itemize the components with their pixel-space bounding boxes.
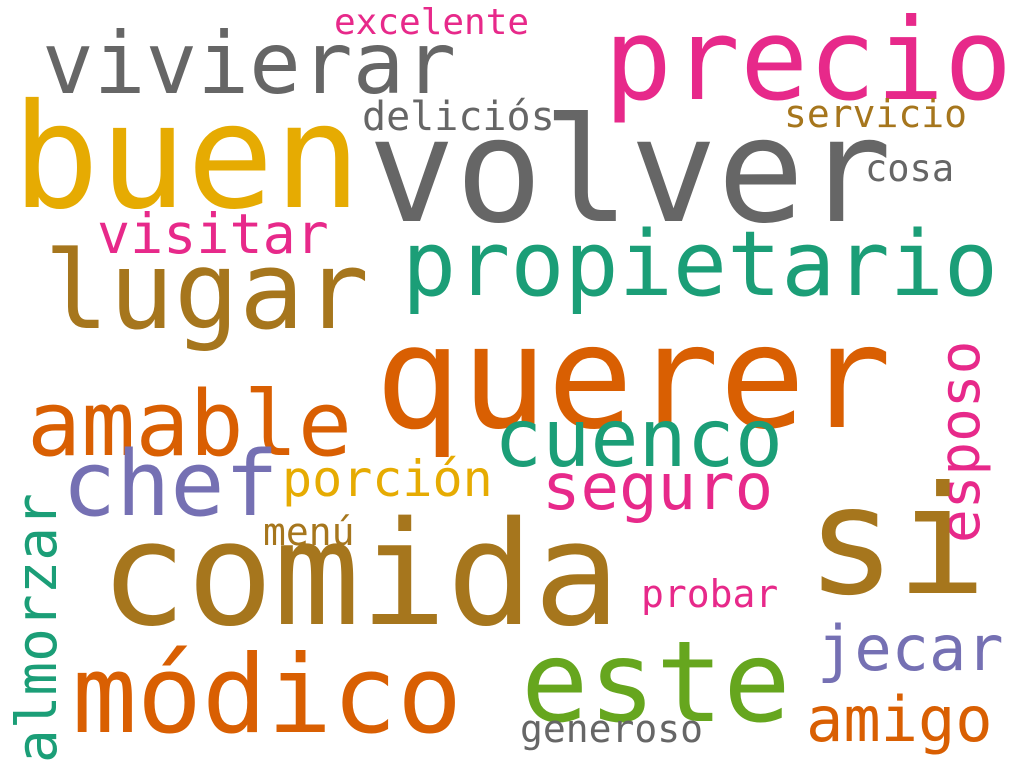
word-querer: querer — [375, 294, 892, 461]
word-buen: buen — [12, 73, 362, 242]
word-modico: módico — [72, 633, 463, 758]
word-excelente: excelente — [334, 2, 530, 43]
word-chef: chef — [62, 432, 279, 537]
word-visitar: visitar — [97, 202, 329, 266]
word-cosa: cosa — [865, 147, 955, 190]
word-lugar: lugar — [44, 229, 370, 354]
word-vivierar: vivierar — [42, 14, 457, 114]
word-precio: precio — [604, 0, 1013, 126]
word-volver: volver — [368, 87, 892, 256]
word-almorzar: almorzar — [5, 493, 70, 763]
word-comida: comida — [100, 490, 621, 658]
word-servicio: servicio — [784, 92, 968, 136]
word-amigo: amigo — [806, 683, 993, 756]
word-cuenco: cuenco — [494, 392, 783, 485]
word-si: si — [806, 455, 987, 629]
word-menu: menú — [263, 510, 355, 554]
word-delicios: deliciós — [362, 94, 555, 140]
word-porcion: porción — [282, 450, 493, 508]
word-este: este — [521, 618, 791, 748]
word-amable: amable — [27, 372, 353, 477]
word-seguro: seguro — [542, 451, 774, 525]
word-generoso: generoso — [520, 707, 704, 751]
word-jecar: jecar — [817, 612, 1004, 685]
word-probar: probar — [641, 572, 779, 616]
word-propietario: propietario — [402, 212, 999, 317]
